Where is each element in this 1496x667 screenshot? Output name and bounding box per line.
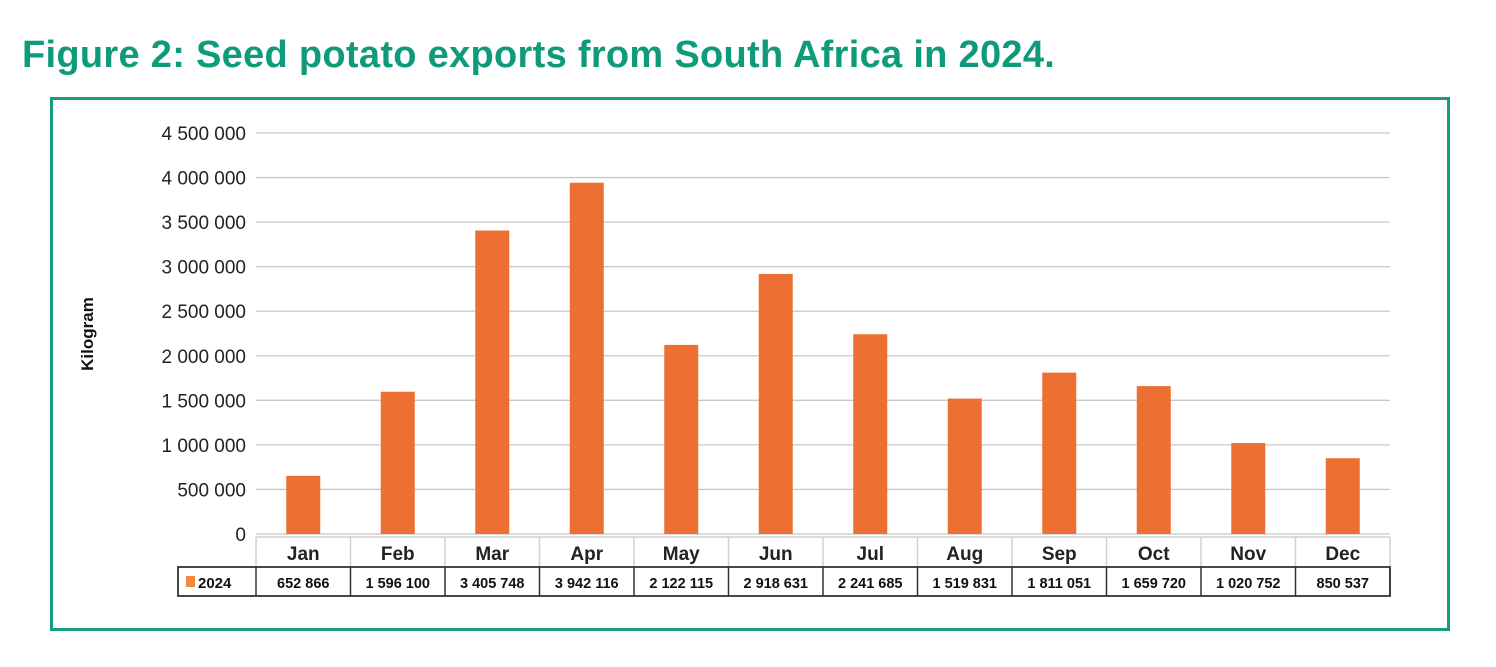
x-tick-label: Aug <box>946 544 983 565</box>
data-label: 2 241 685 <box>838 576 903 592</box>
bar-jan <box>286 475 321 534</box>
data-label: 2 122 115 <box>649 576 713 592</box>
bar-mar <box>475 230 510 534</box>
data-label: 3 942 116 <box>555 576 619 592</box>
data-table: 2024 Jan 652 866 Feb 1 596 100 Mar 3 405 748 Ap… <box>177 536 1391 597</box>
y-tick-label: 500 000 <box>177 480 246 501</box>
bar-oct <box>1136 386 1171 534</box>
x-tick-label: Apr <box>570 544 603 565</box>
x-tick-label: Jul <box>857 544 884 565</box>
bar-sep <box>1042 372 1077 534</box>
bar-dec <box>1325 458 1360 534</box>
x-tick-label: May <box>663 544 700 565</box>
data-label: 1 659 720 <box>1121 576 1186 592</box>
y-tick-label: 4 500 000 <box>161 124 246 145</box>
x-tick-label: Nov <box>1230 544 1266 565</box>
data-label: 1 596 100 <box>365 576 430 592</box>
legend-swatch <box>186 576 195 587</box>
data-label: 3 405 748 <box>460 576 525 592</box>
y-tick-label: 1 000 000 <box>161 436 246 457</box>
y-tick-label: 4 000 000 <box>161 169 246 190</box>
legend-label: 2024 <box>198 575 232 592</box>
bar-nov <box>1231 443 1266 534</box>
x-tick-label: Mar <box>475 544 509 565</box>
y-tick-label: 2 000 000 <box>161 347 246 368</box>
y-tick-label: 3 500 000 <box>161 213 246 234</box>
y-tick-label: 3 000 000 <box>161 258 246 279</box>
gridlines <box>256 132 1390 535</box>
x-tick-label: Jun <box>759 544 793 565</box>
y-tick-label: 1 500 000 <box>161 391 246 412</box>
x-tick-label: Dec <box>1325 544 1360 565</box>
y-tick-label: 0 <box>235 525 246 546</box>
data-label: 1 519 831 <box>932 576 997 592</box>
bar-may <box>664 344 699 534</box>
data-label: 1 811 051 <box>1027 576 1091 592</box>
y-axis-label: Kilogram <box>78 297 97 371</box>
bars <box>286 182 1360 534</box>
x-tick-label: Sep <box>1042 544 1077 565</box>
bar-jul <box>853 334 888 534</box>
bar-feb <box>380 391 415 534</box>
data-label: 652 866 <box>277 576 329 592</box>
bar-jun <box>758 273 793 534</box>
chart-frame <box>50 97 1450 631</box>
data-label: 850 537 <box>1317 576 1369 592</box>
data-label: 2 918 631 <box>743 576 808 592</box>
y-axis-ticks: 0 500 000 1 000 000 1 500 000 2 000 000 2 500… <box>161 124 246 546</box>
data-label: 1 020 752 <box>1216 576 1281 592</box>
x-tick-label: Feb <box>381 544 415 565</box>
x-tick-label: Jan <box>287 544 320 565</box>
x-tick-label: Oct <box>1138 544 1170 565</box>
y-tick-label: 2 500 000 <box>161 302 246 323</box>
bar-aug <box>947 398 982 534</box>
bar-apr <box>569 182 604 534</box>
figure-title: Figure 2: Seed potato exports from South… <box>22 34 1056 76</box>
